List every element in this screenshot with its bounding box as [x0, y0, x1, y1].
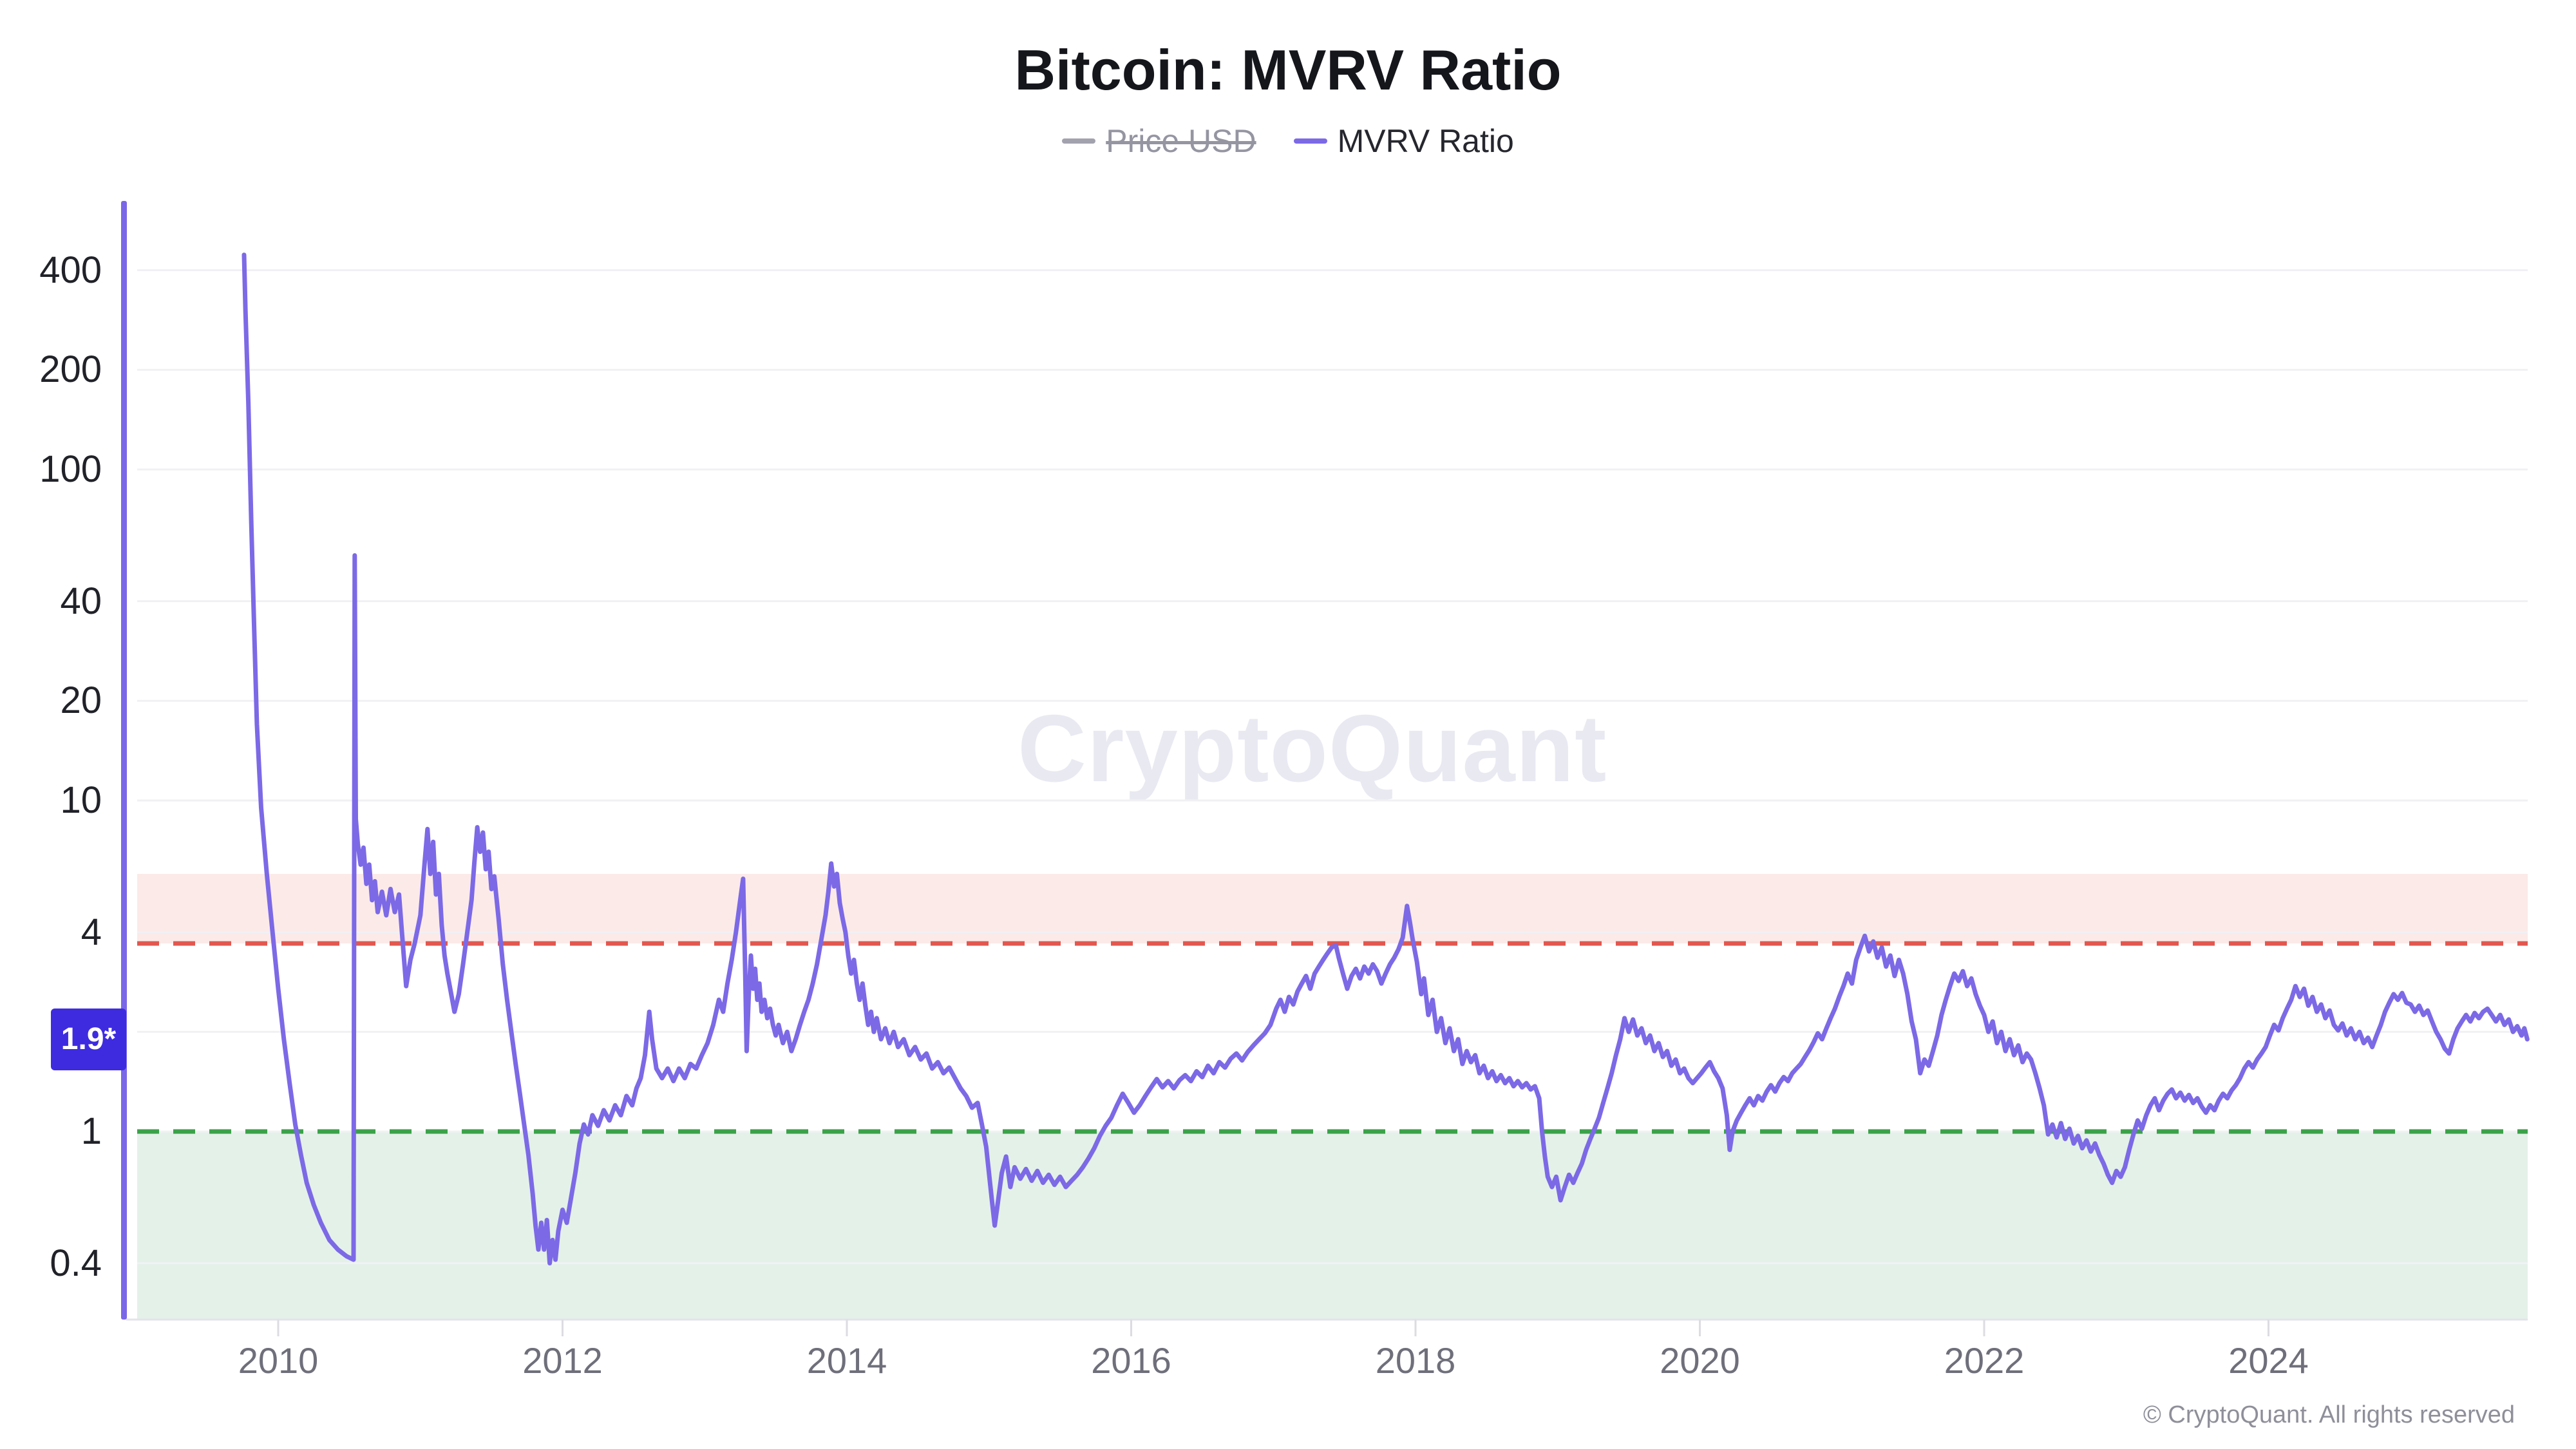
undervalued-band [137, 1132, 2528, 1320]
legend: Price USD MVRV Ratio [0, 122, 2576, 160]
y-tick-label-10: 10 [60, 779, 102, 821]
y-tick-label-1: 1 [80, 1110, 102, 1152]
legend-item-mvrv-ratio[interactable]: MVRV Ratio [1293, 122, 1514, 160]
y-tick-label-100: 100 [39, 448, 102, 490]
x-tick-label-2024: 2024 [2228, 1340, 2309, 1381]
x-tick-label-2012: 2012 [522, 1340, 603, 1381]
y-tick-label-0.4: 0.4 [50, 1242, 102, 1284]
x-tick-label-2018: 2018 [1375, 1340, 1456, 1381]
y-tick-label-4: 4 [80, 911, 102, 953]
y-tick-label-40: 40 [60, 580, 102, 622]
page-title: Bitcoin: MVRV Ratio [1014, 38, 1562, 102]
current-value-badge: 1.9* [51, 1008, 126, 1070]
y-tick-label-200: 200 [39, 348, 102, 391]
x-tick-label-2014: 2014 [806, 1340, 887, 1381]
x-tick-label-2020: 2020 [1660, 1340, 1740, 1381]
y-tick-label-20: 20 [60, 679, 102, 722]
x-tick-label-2022: 2022 [1944, 1340, 2025, 1381]
legend-item-price-usd[interactable]: Price USD [1062, 122, 1256, 160]
price-usd-dash-icon [1062, 138, 1096, 144]
legend-label-price-usd: Price USD [1106, 123, 1256, 159]
series-mvrv-ratio [242, 252, 2530, 1265]
cryptoquant-watermark: CryptoQuant [1018, 696, 1607, 802]
x-tick-label-2016: 2016 [1091, 1340, 1171, 1381]
copyright-notice: © CryptoQuant. All rights reserved [2143, 1401, 2515, 1428]
y-tick-label-400: 400 [39, 249, 102, 291]
y-axis-line [121, 201, 127, 1320]
mvrv-ratio-dash-icon [1293, 138, 1327, 144]
legend-label-mvrv-ratio: MVRV Ratio [1337, 123, 1514, 159]
x-tick-label-2010: 2010 [238, 1340, 319, 1381]
